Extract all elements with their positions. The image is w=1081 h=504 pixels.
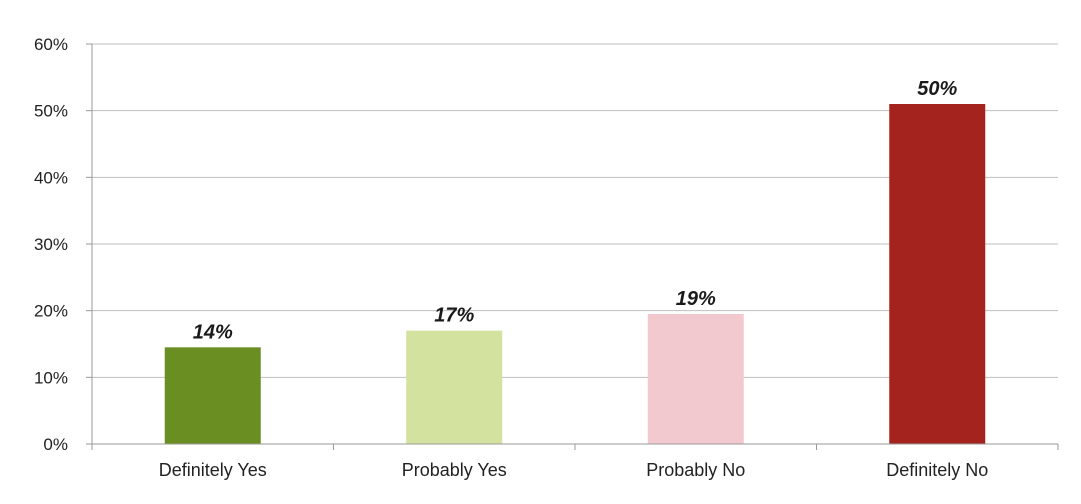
x-category-label: Definitely No [886, 460, 988, 480]
data-label: 50% [917, 78, 957, 100]
data-label: 19% [676, 288, 716, 310]
bar-definitely-yes [164, 347, 261, 444]
y-tick-label: 0% [43, 435, 68, 454]
y-tick-label: 10% [34, 368, 68, 387]
bar-probably-no [647, 314, 744, 444]
y-tick-label: 40% [34, 168, 68, 187]
x-category-label: Probably Yes [402, 460, 507, 480]
data-label: 17% [434, 305, 474, 327]
y-tick-label: 20% [34, 302, 68, 321]
y-tick-label: 50% [34, 102, 68, 121]
bar-layer [164, 104, 986, 444]
axis-layer [86, 43, 1059, 450]
x-category-label: Definitely Yes [159, 460, 267, 480]
data-label: 14% [193, 321, 233, 343]
bar-probably-yes [406, 330, 503, 444]
label-layer: 0% 10% 20% 30% 40% 50% 60% 14% Definitely Yes 17%… [34, 35, 988, 480]
x-category-label: Probably No [646, 460, 745, 480]
y-tick-label: 60% [34, 35, 68, 54]
y-tick-label: 30% [34, 235, 68, 254]
bar-definitely-no [889, 104, 986, 444]
